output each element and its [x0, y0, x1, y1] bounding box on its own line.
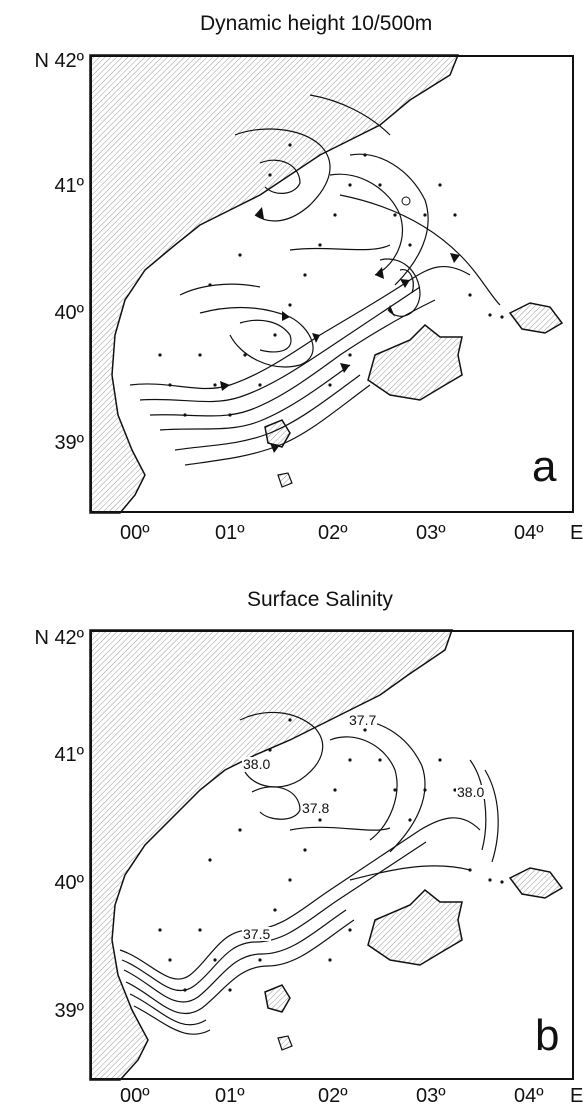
panel-b-lat-42: N 42º [34, 627, 84, 649]
panel-a-streamlines [129, 94, 501, 466]
panel-a-lon-00: 00º [120, 522, 150, 544]
panel-b-lon-E: E [570, 1085, 584, 1107]
contour-label: 37.7 [348, 712, 378, 728]
panel-a-mallorca [367, 323, 463, 401]
panel-b-frame [90, 630, 574, 1080]
panel-a-lon-03: 03º [416, 522, 446, 544]
panel-b-lon-03: 03º [416, 1085, 446, 1107]
panel-a-lat-41: 41º [54, 175, 84, 197]
panel-b-lat-41: 41º [54, 744, 84, 766]
contour-label: 38.0 [456, 784, 486, 800]
panel-a-lat-39: 39º [54, 432, 84, 454]
panel-a-lat-40: 40º [54, 302, 84, 324]
panel-a-lon-02: 02º [318, 522, 348, 544]
panel-b-lat-40: 40º [54, 872, 84, 894]
panel-a-arrows [220, 207, 460, 453]
panel-b-lon-00: 00º [120, 1085, 150, 1107]
panel-a-lon-01: 01º [215, 522, 245, 544]
panel-a-lon-E: E [570, 522, 584, 544]
panel-b-letter: b [535, 1011, 560, 1060]
panel-a-map [89, 54, 564, 514]
panel-b-title: Surface Salinity [247, 588, 393, 611]
panel-b-stations [158, 718, 504, 992]
panel-a-lon-04: 04º [514, 522, 544, 544]
panel-b-mallorca [367, 888, 463, 966]
panel-a-lat-42: N 42º [34, 50, 84, 72]
contour-label: 37.8 [301, 800, 331, 816]
panel-a-formentera [277, 472, 293, 488]
panel-b-lat-39: 39º [54, 1000, 84, 1022]
panel-b-formentera [277, 1035, 293, 1051]
contour-label: 38.0 [242, 756, 272, 772]
panel-a-stations [158, 143, 504, 417]
panel-b-lon-02: 02º [318, 1085, 348, 1107]
panel-b-ibiza [264, 984, 291, 1013]
panel-b-lon-04: 04º [514, 1085, 544, 1107]
contour-label: 37.5 [242, 926, 272, 942]
panel-b-lon-01: 01º [215, 1085, 245, 1107]
panel-a-frame [90, 55, 574, 513]
panel-b-menorca [508, 867, 564, 899]
panel-a-mainland [89, 54, 460, 514]
panel-a-title: Dynamic height 10/500m [200, 12, 433, 35]
panel-a-menorca [508, 302, 564, 334]
panel-a-letter: a [532, 442, 557, 491]
panel-b-mainland [89, 629, 454, 1081]
